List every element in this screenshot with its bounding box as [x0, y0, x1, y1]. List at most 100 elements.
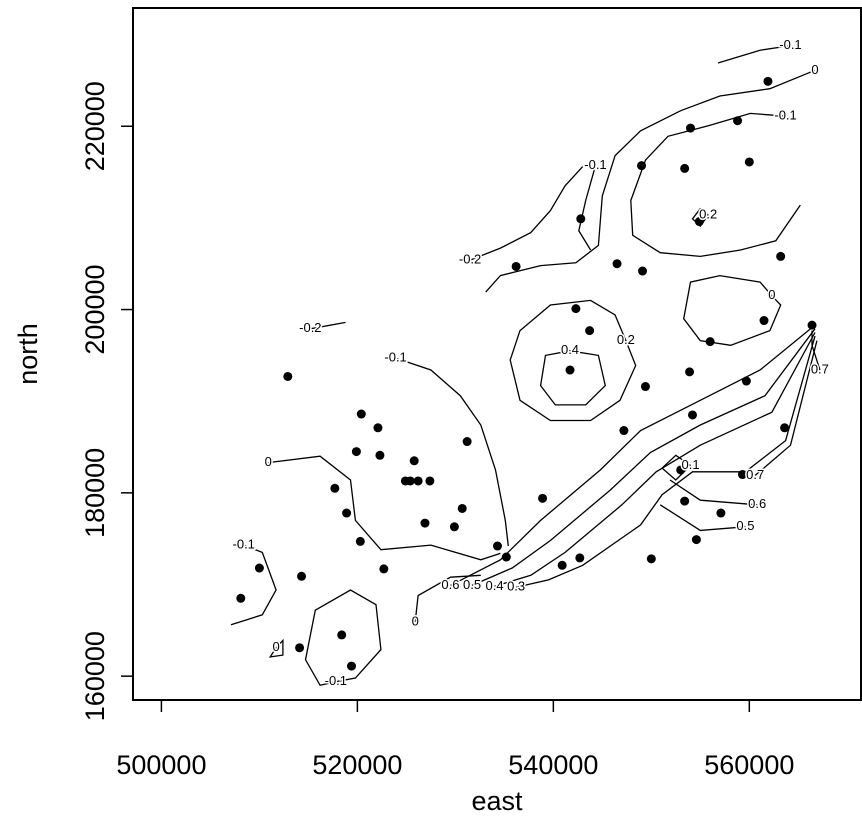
contour-label: 0.1	[681, 457, 699, 472]
data-point	[741, 376, 751, 386]
contour-label: -0.1	[325, 673, 347, 688]
contour-label: -0.2	[299, 320, 321, 335]
data-point	[347, 661, 357, 671]
data-point	[297, 571, 307, 581]
contour-line	[471, 328, 816, 586]
contour-line	[395, 357, 509, 547]
data-point	[409, 456, 419, 466]
data-point	[462, 437, 472, 447]
plot-frame	[132, 7, 862, 701]
y-tick-label: 220000	[80, 81, 110, 171]
data-point	[640, 382, 650, 392]
data-point	[619, 426, 629, 436]
data-point	[637, 161, 647, 171]
contour-line	[469, 166, 584, 261]
data-point	[676, 465, 686, 475]
contour-line	[539, 350, 607, 406]
x-tick-label: 500000	[116, 750, 206, 780]
data-point	[425, 476, 435, 486]
contour-label: 0	[272, 639, 279, 654]
data-point	[538, 493, 548, 503]
contour-line	[811, 330, 821, 371]
y-axis-title: north	[13, 323, 43, 385]
data-point	[646, 554, 656, 564]
contour-label: 0.3	[507, 579, 525, 594]
contour-line	[494, 332, 816, 587]
contour-label: -0.2	[459, 251, 481, 266]
data-point	[254, 563, 264, 573]
data-point	[449, 522, 459, 532]
contour-line	[230, 544, 277, 626]
data-point	[511, 261, 521, 271]
data-point	[705, 337, 715, 347]
contour-label: 0.5	[463, 577, 481, 592]
contour-label: 0.7	[746, 467, 764, 482]
contour-line	[578, 165, 597, 251]
data-point	[330, 483, 340, 493]
contour-label: 0.6	[748, 496, 766, 511]
contour-label: 0.4	[561, 342, 579, 357]
data-point	[680, 496, 690, 506]
data-point	[351, 447, 361, 457]
contour-line	[509, 299, 637, 422]
data-point	[733, 116, 743, 126]
data-point	[420, 518, 430, 528]
data-point	[375, 450, 385, 460]
contour-line	[485, 69, 816, 293]
contour-label: -0.1	[774, 108, 796, 123]
data-point	[283, 371, 293, 381]
x-tick-label: 560000	[704, 750, 794, 780]
contour-label: 0	[768, 287, 775, 302]
data-point	[337, 630, 347, 640]
data-point	[501, 552, 511, 562]
contour-line	[268, 455, 501, 561]
data-point	[571, 304, 581, 314]
data-point	[236, 593, 246, 603]
y-tick-label: 180000	[80, 448, 110, 538]
data-point	[575, 553, 585, 563]
contour-label: 0.4	[486, 578, 504, 593]
contour-label: -0.1	[384, 350, 406, 365]
data-point	[744, 157, 754, 167]
data-point	[379, 564, 389, 574]
data-point	[737, 470, 747, 480]
data-point	[295, 643, 305, 653]
data-point	[355, 536, 365, 546]
contour-label: -0.1	[779, 37, 801, 52]
contour-line	[659, 504, 746, 532]
contour-line	[414, 574, 481, 623]
data-point	[691, 535, 701, 545]
contour-label: 0.2	[617, 332, 635, 347]
data-point	[763, 76, 773, 86]
contour-label: -0.1	[233, 537, 255, 552]
data-point	[565, 365, 575, 375]
contour-line	[450, 324, 816, 586]
contour-line	[661, 454, 691, 481]
contour-label: -0.1	[584, 157, 606, 172]
data-point	[457, 503, 467, 513]
data-point	[686, 123, 696, 133]
contour-line	[304, 589, 382, 687]
data-point	[356, 409, 366, 419]
contour-line	[754, 340, 818, 476]
data-point	[780, 423, 790, 433]
contour-label: 0	[265, 454, 272, 469]
data-point	[493, 541, 502, 551]
data-point	[373, 423, 383, 433]
contour-label: 0	[811, 62, 818, 77]
data-point	[576, 214, 586, 224]
data-point	[612, 259, 622, 269]
contour-line	[268, 638, 284, 658]
x-tick-label: 520000	[312, 750, 402, 780]
x-tick-label: 540000	[508, 750, 598, 780]
data-point	[680, 163, 690, 173]
data-point	[400, 476, 410, 486]
contour-line	[717, 44, 791, 64]
data-point	[638, 266, 648, 276]
contour-label: 0.6	[441, 577, 459, 592]
data-point	[557, 560, 567, 570]
data-point	[687, 410, 697, 420]
y-tick-label: 200000	[80, 264, 110, 354]
contour-line	[669, 479, 758, 506]
